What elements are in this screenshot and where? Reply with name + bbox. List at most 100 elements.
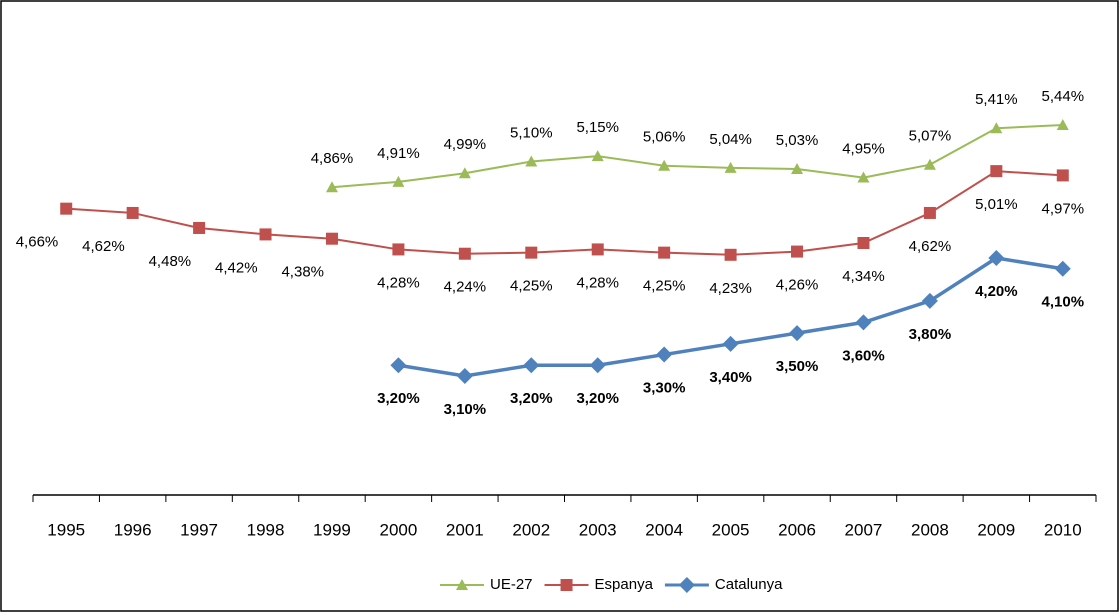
x-tick-label: 1999: [313, 520, 351, 539]
marker: [458, 167, 471, 179]
marker: [990, 122, 1003, 134]
data-label: 5,44%: [1042, 88, 1085, 105]
data-label: 4,34%: [842, 268, 885, 285]
marker: [724, 248, 737, 261]
x-tick-label: 1996: [114, 520, 152, 539]
data-label: 4,25%: [643, 278, 686, 295]
data-label: 4,28%: [576, 274, 619, 291]
data-label: 4,62%: [909, 238, 952, 255]
marker: [921, 292, 938, 309]
data-label: 4,95%: [842, 141, 885, 158]
data-label: 5,07%: [909, 128, 952, 145]
data-label: 4,25%: [510, 278, 553, 295]
data-label: 5,10%: [510, 124, 553, 141]
data-label: 3,60%: [842, 347, 885, 364]
series-line: [331, 124, 1063, 189]
data-label: 4,23%: [709, 280, 752, 297]
data-label: 4,86%: [311, 150, 354, 167]
marker: [658, 246, 671, 259]
marker: [724, 161, 737, 173]
x-tick-label: 1995: [47, 520, 85, 539]
marker: [325, 181, 338, 193]
data-label: 5,41%: [975, 91, 1018, 108]
marker: [525, 246, 538, 259]
data-label: 4,20%: [975, 283, 1018, 300]
marker: [591, 150, 604, 162]
data-label: 3,40%: [709, 369, 752, 386]
marker: [259, 228, 272, 241]
marker: [325, 232, 338, 245]
data-label: 4,66%: [16, 234, 59, 251]
x-tick-label: 2000: [379, 520, 417, 539]
marker: [525, 155, 538, 167]
marker: [789, 325, 806, 342]
x-tick-label: 2009: [977, 520, 1015, 539]
marker: [656, 346, 673, 363]
data-label: 3,20%: [510, 390, 553, 407]
data-label: 4,42%: [215, 259, 258, 276]
marker: [923, 158, 936, 170]
marker: [791, 245, 804, 258]
data-label: 4,26%: [776, 277, 819, 294]
marker: [722, 335, 739, 352]
data-label: 4,48%: [149, 253, 192, 270]
marker: [456, 368, 473, 384]
marker: [678, 577, 695, 593]
data-label: 4,28%: [377, 274, 420, 291]
marker: [857, 236, 870, 249]
marker: [990, 165, 1003, 178]
marker: [1056, 169, 1069, 182]
data-label: 5,04%: [709, 131, 752, 148]
data-label: 3,10%: [444, 401, 487, 418]
x-tick-label: 2001: [446, 520, 484, 539]
marker: [589, 357, 606, 374]
marker: [458, 247, 471, 260]
data-label: 4,91%: [377, 145, 420, 162]
x-tick-label: 1997: [180, 520, 218, 539]
marker: [456, 579, 468, 590]
x-tick-label: 2003: [579, 520, 617, 539]
marker: [591, 243, 604, 256]
x-tick-label: 1998: [247, 520, 285, 539]
legend-label: Espanya: [595, 576, 654, 593]
marker: [658, 159, 671, 171]
marker: [193, 221, 206, 234]
data-label: 4,99%: [444, 136, 487, 153]
data-label: 3,20%: [377, 390, 420, 407]
legend-label: UE-27: [490, 576, 533, 593]
marker: [1056, 119, 1069, 130]
series-line: [66, 170, 1063, 256]
legend-label: Catalunya: [715, 576, 783, 593]
marker: [60, 202, 73, 215]
data-label: 4,38%: [281, 264, 324, 281]
marker: [855, 314, 872, 331]
marker: [523, 357, 540, 374]
data-label: 3,50%: [776, 358, 819, 375]
x-tick-label: 2006: [778, 520, 816, 539]
data-label: 4,24%: [444, 279, 487, 296]
x-tick-label: 2004: [645, 520, 683, 539]
data-label: 4,97%: [1042, 200, 1085, 217]
marker: [857, 171, 870, 183]
marker: [923, 206, 936, 219]
data-label: 3,20%: [576, 390, 619, 407]
data-label: 5,01%: [975, 196, 1018, 213]
marker: [392, 243, 405, 256]
marker: [791, 162, 804, 174]
x-tick-label: 2002: [512, 520, 550, 539]
data-label: 3,30%: [643, 380, 686, 397]
data-label: 5,15%: [576, 119, 619, 136]
data-label: 5,03%: [776, 132, 819, 149]
data-label: 5,06%: [643, 129, 686, 146]
data-label: 4,10%: [1042, 294, 1085, 311]
marker: [560, 579, 573, 591]
marker: [988, 250, 1005, 267]
marker: [1054, 260, 1071, 277]
marker: [390, 357, 407, 374]
x-tick-label: 2007: [845, 520, 883, 539]
x-tick-label: 2010: [1044, 520, 1082, 539]
data-label: 3,80%: [909, 326, 952, 343]
marker: [392, 175, 405, 187]
